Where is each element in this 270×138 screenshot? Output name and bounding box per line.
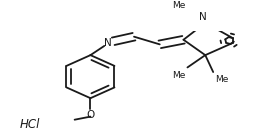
Text: HCl: HCl (19, 118, 40, 131)
Text: Me: Me (172, 71, 185, 79)
Text: N: N (200, 12, 207, 22)
Text: Me: Me (172, 1, 185, 10)
Text: N: N (104, 38, 112, 48)
Text: Me: Me (215, 75, 228, 84)
Text: O: O (86, 111, 94, 120)
